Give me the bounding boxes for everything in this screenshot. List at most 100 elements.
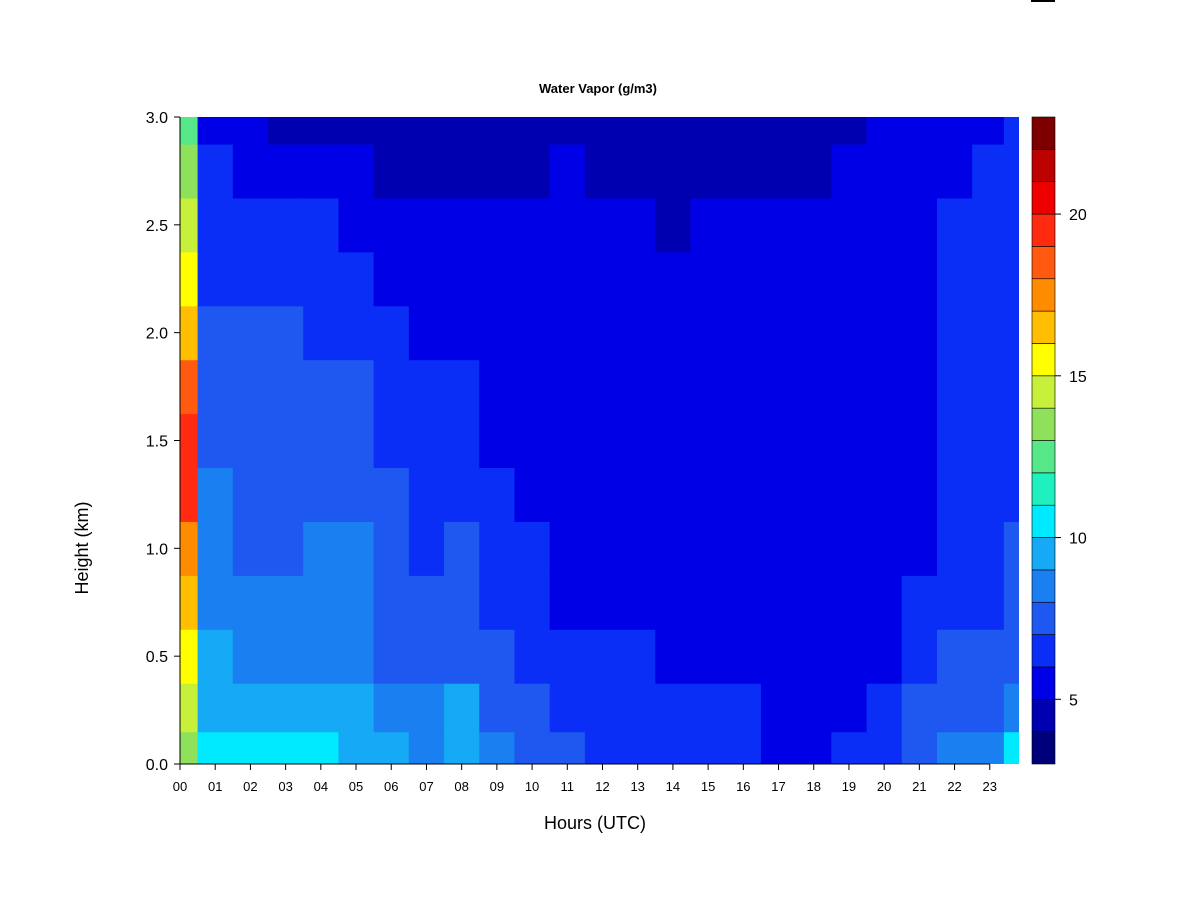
heatmap-cell xyxy=(620,117,656,145)
heatmap-cell xyxy=(620,251,656,307)
colorbar-swatch xyxy=(1031,116,1056,150)
heatmap-cell xyxy=(408,521,445,576)
heatmap-cell xyxy=(514,683,551,733)
heatmap-cell xyxy=(936,305,973,361)
heatmap-cell xyxy=(831,143,868,199)
heatmap-cell xyxy=(197,197,234,253)
heatmap-cell xyxy=(232,629,269,684)
heatmap-cell xyxy=(831,197,868,253)
heatmap-cell xyxy=(444,251,480,307)
heatmap-cell xyxy=(197,305,234,361)
heatmap-cell xyxy=(690,731,727,764)
heatmap-cell xyxy=(303,413,340,469)
heatmap-cell xyxy=(972,413,1005,469)
heatmap-cell xyxy=(232,575,269,630)
heatmap-cell xyxy=(338,575,375,630)
heatmap-cell xyxy=(866,683,903,733)
heatmap-cell xyxy=(303,143,340,199)
heatmap-cell xyxy=(197,359,234,415)
heatmap-cell xyxy=(584,117,621,145)
heatmap-cell xyxy=(373,413,410,469)
heatmap-cell xyxy=(444,731,480,764)
heatmap-cell xyxy=(620,575,656,630)
heatmap-cell xyxy=(901,575,938,630)
y-tick-label: 1.5 xyxy=(146,434,168,451)
heatmap-cell xyxy=(444,305,480,361)
x-tick-label: 15 xyxy=(701,779,715,794)
heatmap-cell xyxy=(1003,521,1019,576)
heatmap-cell xyxy=(831,251,868,307)
heatmap-cell xyxy=(584,575,621,630)
heatmap-cell xyxy=(760,683,797,733)
heatmap-cell xyxy=(936,731,973,764)
heatmap-cell xyxy=(584,629,621,684)
heatmap-cell xyxy=(338,683,375,733)
heatmap-cell xyxy=(373,359,410,415)
colorbar-tick-label: 10 xyxy=(1069,531,1087,548)
heatmap-cell xyxy=(901,731,938,764)
heatmap-cell xyxy=(796,731,832,764)
heatmap-cell xyxy=(936,117,973,145)
heatmap-cell xyxy=(725,197,762,253)
heatmap-cell xyxy=(549,359,586,415)
colorbar-swatch xyxy=(1031,407,1056,441)
heatmap-cell xyxy=(936,629,973,684)
colorbar-swatch xyxy=(1031,731,1056,765)
heatmap-cell xyxy=(796,575,832,630)
heatmap-cell xyxy=(338,467,375,522)
heatmap-cell xyxy=(303,251,340,307)
heatmap-cell xyxy=(936,197,973,253)
heatmap-cell xyxy=(901,117,938,145)
heatmap-cell xyxy=(620,629,656,684)
heatmap-cell xyxy=(268,575,304,630)
heatmap-cell xyxy=(690,359,727,415)
heatmap-cell xyxy=(866,305,903,361)
heatmap-cell xyxy=(373,521,410,576)
colorbar-swatch xyxy=(1031,472,1056,506)
heatmap-cell xyxy=(725,683,762,733)
heatmap-cell xyxy=(584,359,621,415)
heatmap-cell xyxy=(408,197,445,253)
heatmap-cell xyxy=(232,117,269,145)
heatmap-cell xyxy=(1003,629,1019,684)
colorbar-swatch xyxy=(1031,537,1056,571)
heatmap-cell xyxy=(232,143,269,199)
heatmap-cell xyxy=(268,251,304,307)
heatmap-cell xyxy=(655,117,692,145)
heatmap-cell xyxy=(584,197,621,253)
heatmap-cell xyxy=(972,143,1005,199)
heatmap-cell xyxy=(549,117,586,145)
heatmap-cell xyxy=(338,359,375,415)
heatmap-cell xyxy=(549,575,586,630)
colorbar-swatch xyxy=(1031,698,1056,732)
heatmap-cell xyxy=(408,467,445,522)
y-tick-label: 0.5 xyxy=(146,649,168,666)
heatmap-cell xyxy=(866,359,903,415)
heatmap-cell xyxy=(180,117,199,145)
heatmap-cell xyxy=(479,467,516,522)
heatmap-cell xyxy=(831,117,868,145)
heatmap-cell xyxy=(232,251,269,307)
heatmap-cell xyxy=(936,683,973,733)
heatmap-cell xyxy=(655,359,692,415)
heatmap-cell xyxy=(972,521,1005,576)
heatmap-cell xyxy=(620,197,656,253)
heatmap-cell xyxy=(549,629,586,684)
heatmap-cell xyxy=(901,143,938,199)
heatmap-cell xyxy=(831,467,868,522)
heatmap-cell xyxy=(197,117,234,145)
heatmap-cell xyxy=(197,629,234,684)
colorbar-swatch xyxy=(1031,666,1056,700)
heatmap-cell xyxy=(338,413,375,469)
colorbar-swatch xyxy=(1031,246,1056,280)
heatmap-cell xyxy=(796,521,832,576)
heatmap-cell xyxy=(901,413,938,469)
heatmap-cell xyxy=(972,575,1005,630)
heatmap-cell xyxy=(303,197,340,253)
heatmap-cell xyxy=(514,117,551,145)
heatmap-cell xyxy=(268,117,304,145)
heatmap-cell xyxy=(514,197,551,253)
heatmap-cell xyxy=(268,197,304,253)
x-tick-label: 12 xyxy=(595,779,609,794)
heatmap-cell xyxy=(972,629,1005,684)
